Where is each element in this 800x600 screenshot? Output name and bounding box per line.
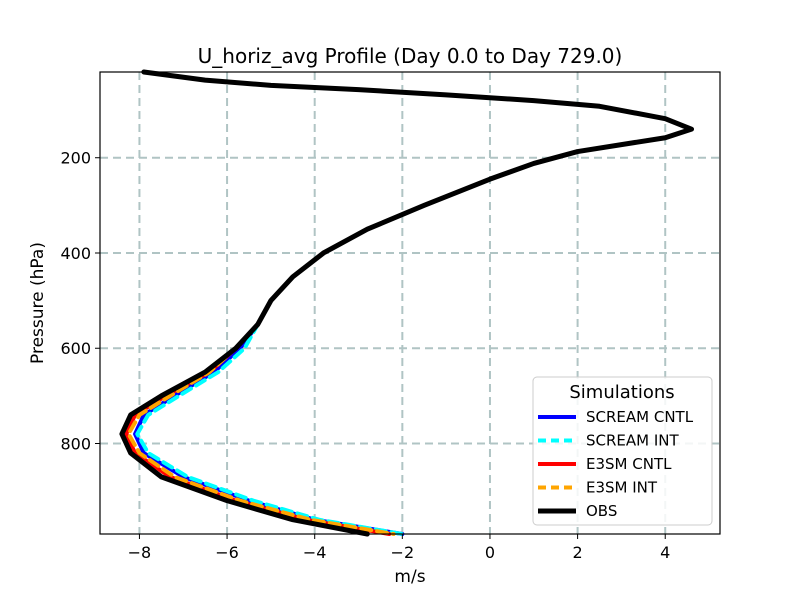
legend-label: E3SM INT	[586, 479, 658, 497]
legend: Simulations SCREAM CNTL SCREAM INT E3SM CN…	[532, 376, 713, 526]
series-line-obs	[119, 69, 695, 537]
y-tick-label: 200	[60, 149, 91, 168]
legend-label: E3SM CNTL	[586, 455, 672, 473]
legend-entries: SCREAM CNTL SCREAM INT E3SM CNTL E3SM INT OB…	[538, 408, 694, 520]
x-tick-label: −4	[303, 543, 327, 562]
chart-title: U_horiz_avg Profile (Day 0.0 to Day 729.…	[198, 44, 623, 68]
y-axis-label: Pressure (hPa)	[28, 242, 48, 364]
x-tick-label: −8	[128, 543, 152, 562]
legend-title: Simulations	[569, 382, 674, 403]
legend-label: SCREAM INT	[586, 432, 680, 450]
x-axis: −8 −6 −4 −2 0 2 4	[128, 534, 670, 562]
x-tick-label: −6	[215, 543, 239, 562]
x-tick-label: 0	[485, 543, 495, 562]
legend-label: SCREAM CNTL	[586, 408, 694, 426]
series-layer	[119, 69, 695, 537]
y-tick-label: 400	[60, 244, 91, 263]
plot-frame	[99, 71, 721, 535]
y-axis: 200 400 600 800	[60, 149, 100, 454]
x-axis-label: m/s	[394, 567, 425, 587]
x-tick-label: −2	[391, 543, 415, 562]
x-tick-label: 2	[573, 543, 583, 562]
legend-box	[532, 376, 713, 526]
y-tick-label: 600	[60, 339, 91, 358]
x-tick-label: 4	[660, 543, 670, 562]
legend-label: OBS	[586, 502, 617, 520]
y-tick-label: 800	[60, 435, 91, 454]
